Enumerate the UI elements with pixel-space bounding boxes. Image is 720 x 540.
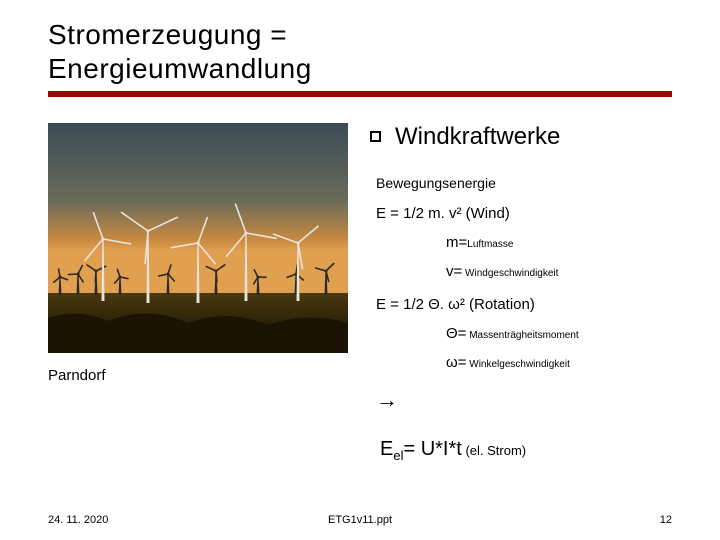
bullet-square-icon bbox=[370, 131, 381, 142]
var-m-sym: m= bbox=[446, 234, 467, 251]
final-rhs: = U*I*t bbox=[403, 438, 461, 460]
title-line1: Stromerzeugung = bbox=[48, 19, 287, 50]
var-v-sym: v= bbox=[446, 263, 462, 280]
final-paren: (el. Strom) bbox=[462, 443, 526, 458]
footer: 24. 11. 2020 ETG1v11.ppt 12 bbox=[48, 514, 672, 526]
footer-page: 12 bbox=[660, 514, 672, 526]
var-omega: ω= Winkelgeschwindigkeit bbox=[446, 349, 672, 376]
image-column: Parndorf bbox=[48, 123, 348, 420]
bullet-heading: Windkraftwerke bbox=[395, 123, 560, 151]
var-omega-desc: Winkelgeschwindigkeit bbox=[466, 359, 569, 370]
formula-block: Bewegungsenergie E = 1/2 m. v² (Wind) m=… bbox=[376, 171, 672, 420]
var-m: m=Luftmasse bbox=[446, 229, 672, 256]
title-underline bbox=[48, 91, 672, 97]
photo-caption: Parndorf bbox=[48, 367, 348, 384]
text-column: Windkraftwerke Bewegungsenergie E = 1/2 … bbox=[370, 123, 672, 420]
bullet-item: Windkraftwerke bbox=[370, 123, 672, 151]
var-m-desc: Luftmasse bbox=[467, 239, 513, 250]
title-line2: Energieumwandlung bbox=[48, 53, 312, 84]
var-theta: Θ= Massenträgheitsmoment bbox=[446, 320, 672, 347]
final-lhs: E bbox=[380, 438, 393, 460]
equation-rotation: E = 1/2 Θ. ω² (Rotation) bbox=[376, 291, 672, 318]
var-theta-sym: Θ= bbox=[446, 325, 466, 342]
equation-wind: E = 1/2 m. v² (Wind) bbox=[376, 200, 672, 227]
wind-farm-photo bbox=[48, 123, 348, 353]
footer-date: 24. 11. 2020 bbox=[48, 514, 108, 526]
footer-filename: ETG1v11.ppt bbox=[328, 514, 392, 526]
var-v: v= Windgeschwindigkeit bbox=[446, 258, 672, 285]
var-omega-sym: ω= bbox=[446, 354, 466, 371]
content-area: Parndorf Windkraftwerke Bewegungsenergie… bbox=[48, 123, 672, 420]
var-v-desc: Windgeschwindigkeit bbox=[462, 268, 558, 279]
slide-title: Stromerzeugung = Energieumwandlung bbox=[48, 18, 672, 85]
final-equation: Eel= U*I*t (el. Strom) bbox=[380, 438, 526, 463]
sub-heading: Bewegungsenergie bbox=[376, 171, 672, 196]
final-sub: el bbox=[393, 448, 403, 463]
arrow-icon: → bbox=[376, 380, 672, 420]
var-theta-desc: Massenträgheitsmoment bbox=[466, 330, 578, 341]
